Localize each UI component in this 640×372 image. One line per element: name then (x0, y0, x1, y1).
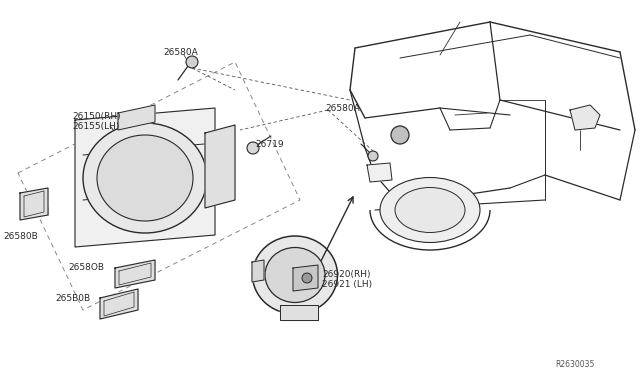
Text: 26580A: 26580A (325, 104, 360, 113)
Text: 2658OB: 2658OB (68, 263, 104, 272)
Ellipse shape (83, 123, 207, 233)
Circle shape (368, 151, 378, 161)
Text: 26150(RH): 26150(RH) (72, 112, 120, 121)
Polygon shape (100, 289, 138, 319)
Polygon shape (252, 260, 264, 282)
Polygon shape (280, 305, 318, 320)
Text: 26580A: 26580A (163, 48, 198, 57)
Polygon shape (75, 108, 215, 247)
Polygon shape (367, 163, 392, 182)
Polygon shape (293, 265, 318, 291)
Text: 26719: 26719 (255, 140, 284, 149)
Text: 26921 (LH): 26921 (LH) (322, 280, 372, 289)
Polygon shape (205, 125, 235, 208)
Polygon shape (20, 188, 48, 220)
Circle shape (302, 273, 312, 283)
Polygon shape (115, 260, 155, 288)
Text: 265B0B: 265B0B (55, 294, 90, 303)
Circle shape (186, 56, 198, 68)
Ellipse shape (395, 187, 465, 232)
Text: 26155(LH): 26155(LH) (72, 122, 120, 131)
Ellipse shape (253, 236, 337, 314)
Polygon shape (570, 105, 600, 130)
Circle shape (247, 142, 259, 154)
Text: R2630035: R2630035 (555, 360, 595, 369)
Ellipse shape (265, 247, 325, 302)
Polygon shape (118, 105, 155, 130)
Ellipse shape (97, 135, 193, 221)
Circle shape (391, 126, 409, 144)
Text: 26580B: 26580B (3, 232, 38, 241)
Text: 26920(RH): 26920(RH) (322, 270, 371, 279)
Ellipse shape (380, 177, 480, 243)
